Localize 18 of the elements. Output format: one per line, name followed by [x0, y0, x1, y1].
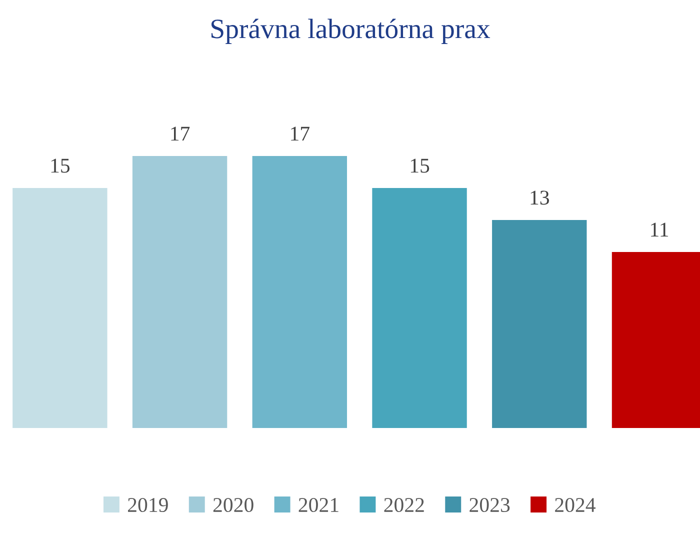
- legend-label: 2020: [213, 498, 254, 512]
- bar: [372, 188, 467, 428]
- data-label: 13: [530, 190, 549, 205]
- data-label: 15: [410, 158, 430, 173]
- legend-label: 2024: [555, 498, 596, 512]
- legend-label: 2019: [128, 498, 168, 512]
- data-label: 11: [651, 222, 668, 236]
- bar: [12, 188, 108, 428]
- chart-title: Správna laboratórna prax: [211, 18, 490, 44]
- data-label: 15: [51, 158, 70, 173]
- data-label: 17: [171, 126, 190, 141]
- data-label: 17: [291, 126, 310, 141]
- legend-label: 2021: [298, 498, 338, 512]
- bar: [132, 156, 228, 428]
- legend-label: 2023: [470, 498, 510, 512]
- legend-label: 2022: [384, 498, 424, 512]
- bar: [252, 156, 348, 428]
- bar: [492, 220, 587, 428]
